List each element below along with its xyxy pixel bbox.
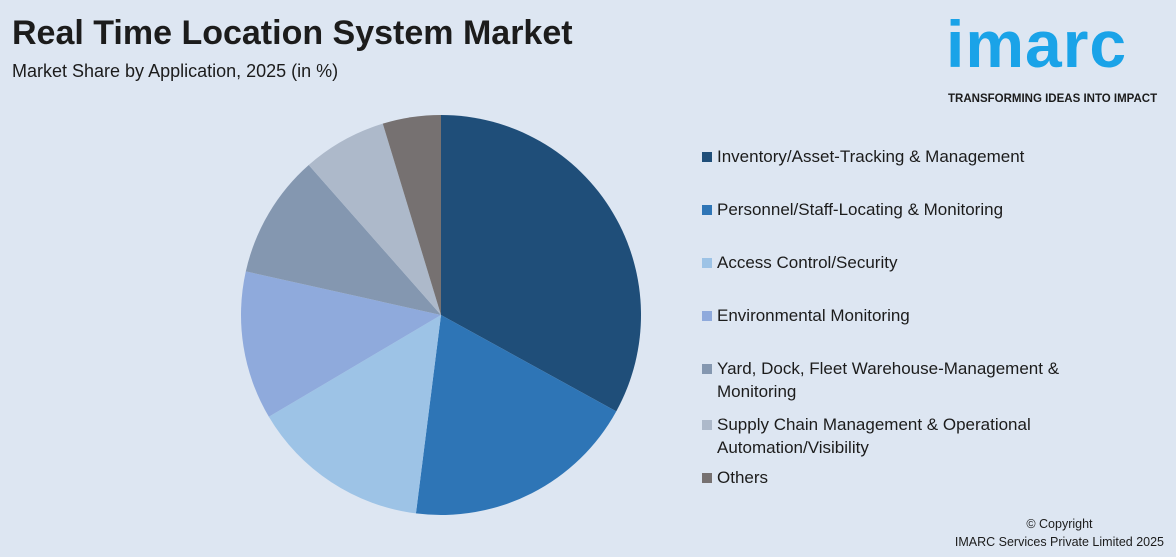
pie-slice-6 [308, 123, 441, 315]
legend-swatch [702, 420, 712, 430]
pie-slice-4 [241, 271, 441, 417]
legend-swatch [702, 473, 712, 483]
legend-item: Access Control/Security [702, 251, 1102, 274]
pie-slice-7 [382, 115, 441, 315]
chart-subtitle: Market Share by Application, 2025 (in %) [12, 61, 339, 81]
legend-label: Supply Chain Management & Operational Au… [717, 415, 1031, 457]
legend-label: Yard, Dock, Fleet Warehouse-Management &… [717, 359, 1060, 401]
copyright-line-2: IMARC Services Private Limited 2025 [954, 535, 1164, 549]
legend-item: Yard, Dock, Fleet Warehouse-Management &… [702, 357, 1102, 403]
legend-item: Inventory/Asset-Tracking & Management [702, 145, 1102, 168]
legend-label: Others [717, 468, 769, 487]
logo-wordmark: imarc [946, 7, 1128, 81]
imarc-logo: imarc TRANSFORMING IDEAS INTO IMPACT [946, 8, 1171, 108]
chart-legend: Inventory/Asset-Tracking & Management Per… [702, 145, 1102, 489]
logo-tagline: TRANSFORMING IDEAS INTO IMPACT [948, 93, 1158, 105]
pie-slice-5 [245, 164, 441, 315]
pie-slice-1 [441, 115, 641, 412]
chart-title: Real Time Location System Market [12, 14, 573, 52]
legend-swatch [702, 258, 712, 268]
legend-item: Others [702, 466, 1102, 489]
legend-item: Personnel/Staff-Locating & Monitoring [702, 198, 1102, 221]
legend-label: Inventory/Asset-Tracking & Management [717, 147, 1025, 166]
legend-item: Supply Chain Management & Operational Au… [702, 413, 1102, 459]
legend-label: Access Control/Security [717, 253, 898, 272]
pie-slice-2 [415, 315, 617, 515]
legend-swatch [702, 364, 712, 374]
pie-slice-3 [268, 315, 441, 514]
legend-swatch [702, 311, 712, 321]
legend-item: Environmental Monitoring [702, 304, 1102, 327]
legend-swatch [702, 205, 712, 215]
copyright-notice: © Copyright IMARC Services Private Limit… [955, 515, 1164, 551]
legend-label: Environmental Monitoring [717, 306, 910, 325]
legend-swatch [702, 152, 712, 162]
legend-label: Personnel/Staff-Locating & Monitoring [717, 200, 1004, 219]
copyright-line-1: © Copyright [1026, 517, 1093, 531]
